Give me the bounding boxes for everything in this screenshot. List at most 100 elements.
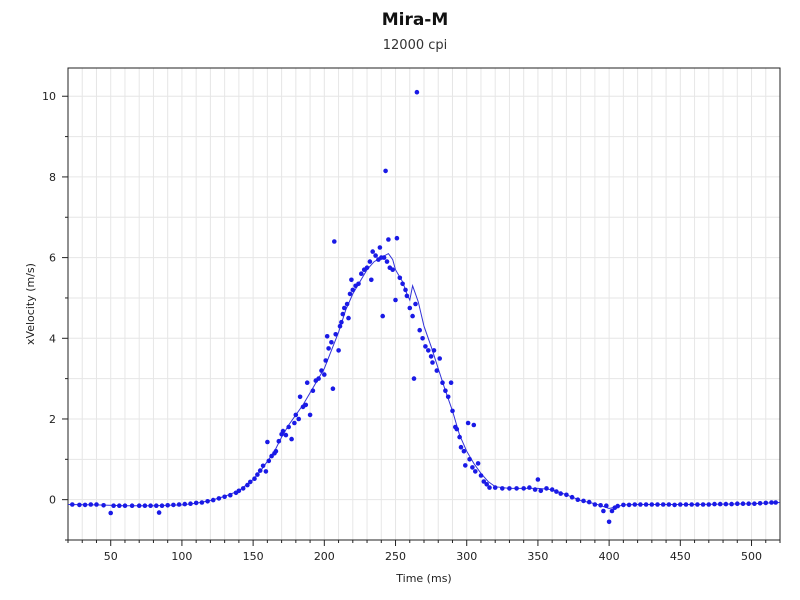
data-point	[549, 487, 555, 492]
data-point	[437, 356, 443, 361]
data-point	[609, 508, 615, 514]
data-point	[322, 372, 327, 377]
data-point	[296, 416, 302, 422]
data-point	[248, 479, 253, 485]
data-point	[289, 436, 294, 442]
data-point	[260, 463, 266, 469]
data-point	[111, 503, 116, 509]
data-point	[407, 305, 413, 311]
data-point	[554, 489, 559, 494]
data-point	[304, 380, 310, 386]
data-point	[430, 360, 435, 365]
data-point	[386, 237, 391, 242]
data-point	[337, 323, 343, 329]
data-point	[367, 259, 373, 264]
data-point	[159, 503, 165, 509]
data-point	[210, 497, 216, 503]
data-point	[763, 500, 769, 506]
data-point	[148, 503, 153, 509]
data-point	[205, 499, 210, 504]
x-tick-label: 200	[314, 550, 335, 563]
data-point	[413, 301, 418, 307]
data-point	[245, 482, 250, 488]
data-point	[94, 502, 99, 507]
data-point	[373, 253, 378, 258]
data-point	[82, 502, 88, 508]
data-point	[606, 519, 612, 525]
data-point	[621, 502, 626, 508]
x-tick-label: 100	[171, 550, 192, 563]
x-axis-label: Time (ms)	[395, 572, 451, 585]
data-point	[431, 348, 437, 353]
data-point	[369, 277, 374, 283]
data-point	[535, 477, 541, 482]
data-point	[773, 500, 778, 505]
data-point	[108, 510, 113, 516]
data-point	[280, 428, 286, 434]
data-point	[404, 293, 410, 299]
data-point	[265, 439, 270, 445]
data-point	[678, 502, 683, 507]
x-tick-label: 400	[599, 550, 620, 563]
data-point	[507, 486, 512, 491]
data-point	[319, 368, 324, 373]
data-point	[381, 255, 387, 260]
data-point	[286, 424, 292, 430]
x-tick-label: 500	[741, 550, 762, 563]
data-point	[316, 376, 321, 381]
data-point	[332, 239, 337, 244]
data-point	[445, 394, 451, 400]
data-point	[712, 501, 717, 507]
data-point	[440, 380, 445, 386]
y-tick-label: 2	[49, 413, 56, 426]
data-point	[492, 485, 498, 490]
data-point	[336, 348, 341, 353]
data-point	[575, 497, 581, 503]
data-point	[649, 502, 655, 507]
data-point	[340, 311, 346, 317]
data-point	[356, 281, 361, 287]
data-point	[88, 502, 94, 507]
data-point	[236, 488, 242, 494]
data-point	[222, 494, 227, 500]
data-point	[615, 503, 620, 509]
data-point	[757, 501, 763, 506]
data-point	[457, 434, 462, 440]
data-point	[478, 473, 484, 478]
y-tick-label: 8	[49, 171, 56, 184]
data-point	[117, 503, 122, 509]
data-point	[746, 501, 751, 507]
data-point	[626, 502, 632, 508]
data-point	[397, 275, 403, 281]
data-point	[393, 297, 398, 303]
x-tick-label: 300	[456, 550, 477, 563]
data-point	[752, 501, 757, 507]
data-point	[176, 502, 182, 507]
data-point	[443, 388, 448, 394]
data-point	[136, 503, 142, 509]
data-point	[532, 487, 538, 492]
data-point	[77, 502, 82, 508]
data-point	[390, 267, 396, 273]
data-point	[604, 503, 609, 509]
data-point	[586, 499, 592, 505]
y-tick-label: 6	[49, 252, 56, 265]
data-point	[346, 315, 351, 321]
data-point	[342, 305, 347, 311]
data-point	[188, 501, 193, 507]
data-point	[333, 332, 339, 337]
data-point	[463, 463, 468, 468]
y-tick-label: 4	[49, 332, 56, 345]
data-point	[364, 265, 370, 271]
data-point	[434, 368, 440, 373]
data-point	[154, 503, 159, 509]
data-point	[484, 482, 490, 487]
data-point	[350, 287, 356, 293]
x-tick-label: 250	[385, 550, 406, 563]
x-tick-label: 450	[670, 550, 691, 563]
series-layer	[67, 89, 781, 525]
data-point	[216, 496, 222, 501]
data-point	[426, 348, 431, 353]
data-point	[199, 500, 205, 505]
data-point	[666, 502, 672, 507]
